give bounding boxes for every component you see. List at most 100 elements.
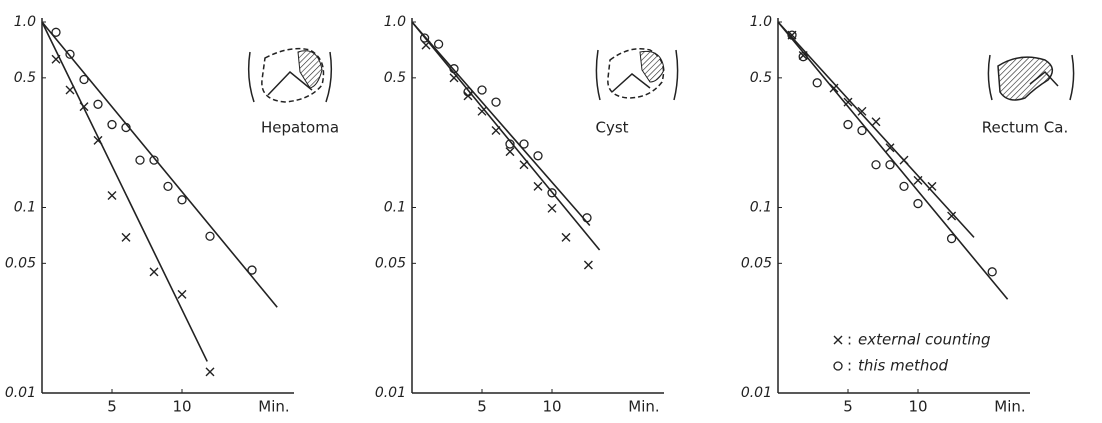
legend-label: this method xyxy=(858,357,949,375)
fit-line xyxy=(41,21,278,308)
circle-marker xyxy=(798,52,808,62)
circle-marker xyxy=(913,198,923,209)
circle-marker xyxy=(477,85,487,95)
cross-marker xyxy=(533,181,543,191)
cross-marker xyxy=(561,232,571,242)
circle-marker xyxy=(857,125,867,136)
circle-marker xyxy=(491,97,501,107)
circle-marker xyxy=(833,361,843,371)
fit-line xyxy=(41,21,208,362)
circle-marker xyxy=(533,151,543,161)
circle-marker xyxy=(121,122,131,133)
y-tick-label: 0.05 xyxy=(375,255,406,271)
circle-marker xyxy=(65,49,75,59)
y-tick-label: 0.05 xyxy=(741,255,772,271)
circle-marker xyxy=(547,188,557,198)
x-tick-label: 10 xyxy=(908,398,927,416)
chart-title: Cyst xyxy=(595,119,628,137)
circle-marker xyxy=(433,39,444,49)
cross-marker xyxy=(871,117,881,127)
y-tick-label: 0.05 xyxy=(5,255,36,271)
x-tick-label: 10 xyxy=(172,398,191,416)
circle-marker xyxy=(987,267,997,277)
cross-marker xyxy=(547,203,557,213)
x-tick-label: 5 xyxy=(107,398,117,416)
cross-marker xyxy=(65,85,75,95)
circle-marker xyxy=(871,160,881,170)
y-tick-label: 1.0 xyxy=(14,14,36,30)
cross-marker xyxy=(491,126,501,136)
circle-marker xyxy=(582,213,592,223)
x-tick-label: 10 xyxy=(542,398,561,416)
x-axis-label: Min. xyxy=(628,398,659,416)
cross-marker xyxy=(177,289,187,299)
chart-title: Hepatoma xyxy=(261,119,339,137)
circle-marker xyxy=(946,233,957,244)
circle-marker xyxy=(205,231,215,241)
cross-marker xyxy=(205,367,215,377)
y-tick-label: 0.5 xyxy=(384,70,406,86)
x-axis-label: Min. xyxy=(258,398,289,416)
x-axis-label: Min. xyxy=(994,398,1025,416)
cross-marker xyxy=(149,267,159,277)
cross-marker xyxy=(798,50,808,60)
y-tick-label: 0.1 xyxy=(750,200,772,216)
fit-line xyxy=(777,21,1009,300)
chart-title: Rectum Ca. xyxy=(982,119,1068,137)
fit-line xyxy=(411,21,591,227)
legend-label: external counting xyxy=(858,331,991,349)
y-tick-label: 0.5 xyxy=(14,70,36,86)
hepatoma-sketch xyxy=(247,47,333,103)
y-tick-label: 0.01 xyxy=(741,385,772,401)
circle-marker xyxy=(419,33,430,43)
circle-marker xyxy=(135,155,145,165)
x-tick-label: 5 xyxy=(477,398,487,416)
circle-marker xyxy=(812,78,822,88)
cross-marker xyxy=(913,175,923,185)
circle-marker xyxy=(247,265,257,275)
cross-marker xyxy=(449,73,459,83)
rectum-sketch xyxy=(987,54,1075,101)
y-tick-label: 1.0 xyxy=(750,14,772,30)
cross-marker xyxy=(79,102,89,112)
cross-marker xyxy=(843,97,853,107)
circle-marker xyxy=(107,119,117,130)
cross-marker xyxy=(107,191,117,201)
cross-marker xyxy=(121,232,131,242)
y-tick-label: 1.0 xyxy=(384,14,406,30)
cross-marker xyxy=(519,160,529,170)
circle-marker xyxy=(463,87,473,97)
circle-marker xyxy=(79,74,89,85)
cross-marker xyxy=(93,135,103,145)
fit-line xyxy=(777,21,975,238)
circle-marker xyxy=(93,99,103,109)
circle-marker xyxy=(899,181,909,192)
legend-separator: : xyxy=(847,357,852,375)
cross-marker xyxy=(833,335,843,345)
cross-marker xyxy=(927,181,937,191)
y-tick-label: 0.01 xyxy=(375,385,406,401)
circle-marker xyxy=(505,139,515,149)
circle-marker xyxy=(177,195,187,205)
cross-marker xyxy=(583,260,593,270)
cross-marker xyxy=(885,143,895,153)
circle-marker xyxy=(149,155,159,165)
circle-marker xyxy=(449,64,459,74)
y-tick-label: 0.1 xyxy=(384,200,406,216)
cyst-sketch xyxy=(595,48,679,101)
y-tick-label: 0.5 xyxy=(750,70,772,86)
circle-marker xyxy=(519,139,529,149)
circle-marker xyxy=(163,181,173,192)
cross-marker xyxy=(947,211,957,221)
cross-marker xyxy=(51,54,61,64)
circle-marker xyxy=(885,160,895,170)
legend-separator: : xyxy=(847,331,852,349)
y-tick-label: 0.1 xyxy=(14,200,36,216)
x-tick-label: 5 xyxy=(843,398,853,416)
cross-marker xyxy=(899,155,909,165)
cross-marker xyxy=(477,106,487,116)
fit-line xyxy=(411,21,601,251)
cross-marker xyxy=(505,147,515,157)
